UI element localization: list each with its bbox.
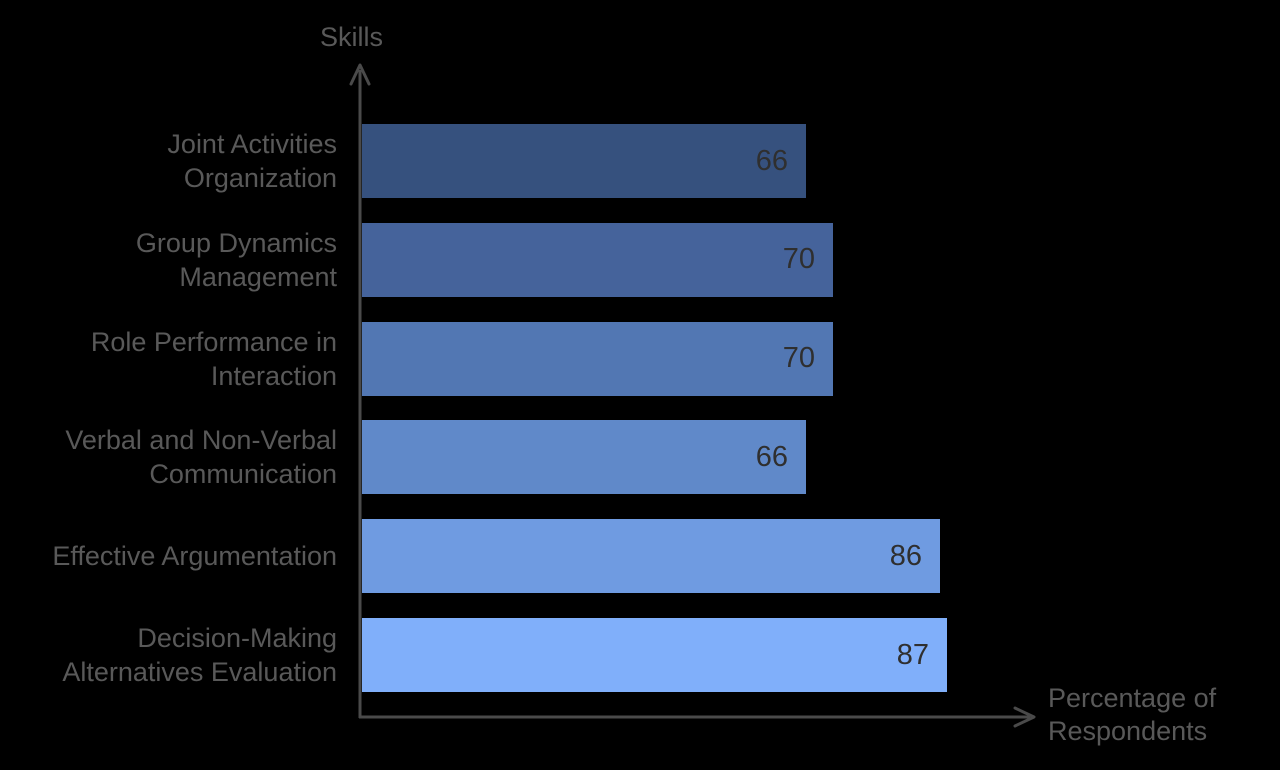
bar-value-label: 70 <box>782 243 815 276</box>
bar-row: Joint Activities Organization 66 <box>0 124 1280 198</box>
bar-row: Decision-Making Alternatives Evaluation 8… <box>0 618 1280 692</box>
category-label: Effective Argumentation <box>52 541 337 572</box>
bar: 70 <box>362 222 833 297</box>
bar-value-label: 66 <box>755 440 788 473</box>
y-axis-arrow-icon <box>349 63 371 86</box>
bar: 66 <box>362 124 806 198</box>
bar: 70 <box>362 321 833 396</box>
bar: 87 <box>362 618 947 692</box>
bar-value-label: 66 <box>755 144 788 177</box>
category-label: Joint Activities Organization <box>167 128 337 193</box>
category-label: Role Performance in Interaction <box>90 326 337 391</box>
category-label: Group Dynamics Management <box>135 227 337 292</box>
category-label: Verbal and Non-Verbal Communication <box>65 425 337 490</box>
bar-row: Effective Argumentation 86 <box>0 519 1280 594</box>
bar-row: Group Dynamics Management 70 <box>0 222 1280 297</box>
category-label: Decision-Making Alternatives Evaluation <box>62 622 337 687</box>
x-axis-title: Percentage of Respondents <box>1048 683 1217 746</box>
bar: 66 <box>362 420 806 495</box>
bar-value-label: 86 <box>889 539 922 572</box>
bar-row: Role Performance in Interaction 70 <box>0 321 1280 396</box>
bar: 86 <box>362 519 940 594</box>
x-axis-arrow-icon <box>1013 706 1036 728</box>
bar-value-label: 70 <box>782 342 815 375</box>
y-axis-title: Skills <box>320 22 384 52</box>
bar-row: Verbal and Non-Verbal Communication 66 <box>0 420 1280 495</box>
bar-value-label: 87 <box>896 638 929 671</box>
